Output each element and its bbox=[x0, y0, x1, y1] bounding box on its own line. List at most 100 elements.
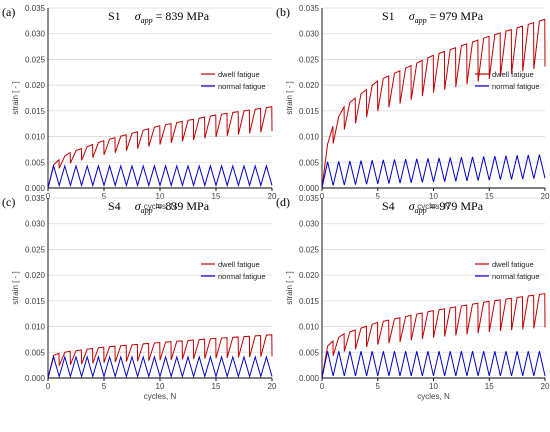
x-tick-label: 5 bbox=[376, 192, 381, 201]
y-tick-label: 0.035 bbox=[299, 194, 320, 203]
y-tick-label: 0.005 bbox=[25, 158, 46, 167]
x-axis-title: cycles, N bbox=[144, 392, 177, 401]
legend-label: normal fatigue bbox=[218, 82, 266, 91]
x-tick-label: 0 bbox=[320, 192, 325, 201]
panel-title: S1 σapp = 979 MPa bbox=[382, 9, 484, 25]
x-tick-label: 5 bbox=[102, 192, 107, 201]
title-specimen: S1 bbox=[382, 9, 395, 23]
series-line-normal-fatigue bbox=[47, 355, 273, 379]
chart-panel-c: 0.000 0.005 0.010 0.015 0.020 0.025 0.030 0.035… bbox=[2, 194, 277, 401]
y-tick-label: 0.000 bbox=[25, 184, 46, 193]
x-axis-title: cycles, N bbox=[144, 202, 177, 211]
x-tick-label: 10 bbox=[429, 192, 438, 201]
y-tick-label: 0.005 bbox=[25, 348, 46, 357]
title-specimen: S1 bbox=[108, 9, 121, 23]
title-subscript: app bbox=[415, 16, 427, 25]
y-tick-label: 0.015 bbox=[25, 297, 46, 306]
legend-label: dwell fatigue bbox=[218, 70, 260, 79]
x-tick-label: 10 bbox=[156, 382, 165, 391]
panel-label: (b) bbox=[276, 5, 290, 19]
x-tick-label: 15 bbox=[485, 192, 494, 201]
panel-title: S4 σapp = 979 MPa bbox=[382, 199, 484, 215]
y-tick-label: 0.025 bbox=[299, 245, 320, 254]
y-tick-label: 0.025 bbox=[25, 245, 46, 254]
chart-panel-b: 0.000 0.005 0.010 0.015 0.020 0.025 0.030 0.035… bbox=[276, 4, 550, 211]
legend-label: normal fatigue bbox=[218, 272, 266, 281]
y-tick-label: 0.030 bbox=[299, 220, 320, 229]
y-tick-label: 0.005 bbox=[299, 348, 320, 357]
x-tick-label: 10 bbox=[429, 382, 438, 391]
x-tick-label: 0 bbox=[46, 382, 51, 391]
x-tick-label: 5 bbox=[102, 382, 107, 391]
series-line-normal-fatigue bbox=[47, 163, 273, 189]
legend-label: dwell fatigue bbox=[492, 260, 534, 269]
panel-title: S4 σapp = 839 MPa bbox=[108, 199, 210, 215]
y-axis-title: strain [ - ] bbox=[285, 81, 294, 114]
x-tick-label: 20 bbox=[268, 382, 277, 391]
y-tick-label: 0.010 bbox=[299, 323, 320, 332]
y-tick-label: 0.015 bbox=[299, 297, 320, 306]
x-tick-label: 5 bbox=[376, 382, 381, 391]
legend-label: dwell fatigue bbox=[492, 70, 534, 79]
y-tick-label: 0.035 bbox=[25, 4, 46, 13]
y-tick-label: 0.005 bbox=[299, 158, 320, 167]
series-line-normal-fatigue bbox=[321, 351, 546, 379]
y-tick-label: 0.015 bbox=[25, 107, 46, 116]
y-axis-title: strain [ - ] bbox=[11, 271, 20, 304]
y-tick-label: 0.010 bbox=[25, 323, 46, 332]
x-tick-label: 0 bbox=[46, 192, 51, 201]
y-tick-label: 0.000 bbox=[299, 374, 320, 383]
y-tick-label: 0.025 bbox=[25, 55, 46, 64]
x-axis-title: cycles, N bbox=[417, 392, 450, 401]
title-sigma: σ bbox=[135, 9, 142, 23]
title-subscript: app bbox=[141, 16, 153, 25]
panel-title: S1 σapp = 839 MPa bbox=[108, 9, 210, 25]
legend-label: dwell fatigue bbox=[218, 260, 260, 269]
y-tick-label: 0.020 bbox=[299, 271, 320, 280]
title-sigma: σ bbox=[409, 9, 416, 23]
series-line-dwell-fatigue bbox=[47, 106, 273, 189]
y-tick-label: 0.015 bbox=[299, 107, 320, 116]
y-tick-label: 0.030 bbox=[25, 30, 46, 39]
panel-label: (d) bbox=[276, 195, 290, 209]
series-line-dwell-fatigue bbox=[321, 18, 546, 189]
series-line-dwell-fatigue bbox=[321, 293, 546, 379]
y-tick-label: 0.035 bbox=[299, 4, 320, 13]
title-stress: = 839 MPa bbox=[153, 9, 210, 23]
title-specimen: S4 bbox=[108, 199, 121, 213]
y-tick-label: 0.020 bbox=[25, 81, 46, 90]
y-axis-title: strain [ - ] bbox=[285, 271, 294, 304]
title-stress: = 979 MPa bbox=[427, 199, 484, 213]
x-tick-label: 20 bbox=[268, 192, 277, 201]
series-line-normal-fatigue bbox=[321, 154, 546, 189]
title-subscript: app bbox=[415, 206, 427, 215]
chart-panel-a: 0.000 0.005 0.010 0.015 0.020 0.025 0.030 0.035… bbox=[2, 4, 277, 211]
x-tick-label: 15 bbox=[485, 382, 494, 391]
y-tick-label: 0.000 bbox=[299, 184, 320, 193]
y-axis-title: strain [ - ] bbox=[11, 81, 20, 114]
y-tick-label: 0.025 bbox=[299, 55, 320, 64]
title-stress: = 979 MPa bbox=[427, 9, 484, 23]
y-tick-label: 0.020 bbox=[25, 271, 46, 280]
y-tick-label: 0.020 bbox=[299, 81, 320, 90]
title-stress: = 839 MPa bbox=[153, 199, 210, 213]
x-tick-label: 15 bbox=[212, 382, 221, 391]
series-line-dwell-fatigue bbox=[47, 334, 273, 379]
title-sigma: σ bbox=[135, 199, 142, 213]
y-tick-label: 0.010 bbox=[25, 133, 46, 142]
y-tick-label: 0.030 bbox=[299, 30, 320, 39]
x-tick-label: 10 bbox=[156, 192, 165, 201]
legend-label: normal fatigue bbox=[492, 272, 540, 281]
y-tick-label: 0.035 bbox=[25, 194, 46, 203]
x-tick-label: 20 bbox=[541, 192, 550, 201]
x-tick-label: 0 bbox=[320, 382, 325, 391]
legend-label: normal fatigue bbox=[492, 82, 540, 91]
y-tick-label: 0.000 bbox=[25, 374, 46, 383]
panel-label: (a) bbox=[2, 5, 15, 19]
x-tick-label: 20 bbox=[541, 382, 550, 391]
y-tick-label: 0.010 bbox=[299, 133, 320, 142]
y-tick-label: 0.030 bbox=[25, 220, 46, 229]
x-axis-title: cycles, N bbox=[417, 202, 450, 211]
title-sigma: σ bbox=[409, 199, 416, 213]
